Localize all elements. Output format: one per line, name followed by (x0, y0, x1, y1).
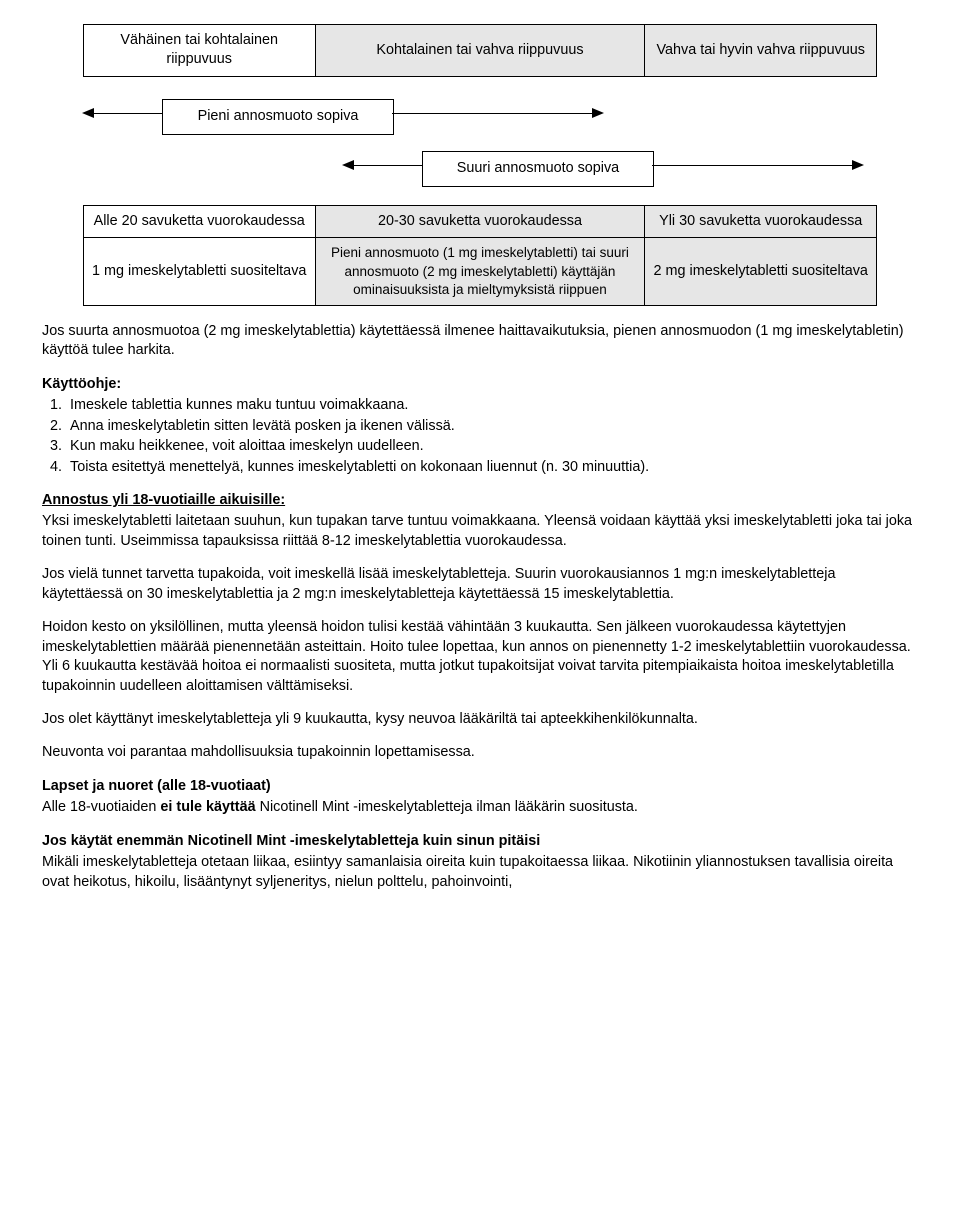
adults-p2: Jos vielä tunnet tarvetta tupakoida, voi… (42, 565, 918, 604)
children-text-post: Nicotinell Mint -imeskelytabletteja ilma… (256, 799, 638, 815)
spacer (877, 25, 918, 77)
spacer (42, 205, 83, 237)
dose-arrows-canvas: Pieni annosmuoto sopiva Suuri annosmuoto… (42, 81, 918, 201)
children-heading: Lapset ja nuoret (alle 18-vuotiaat) (42, 777, 918, 796)
children-text-pre: Alle 18-vuotiaiden (42, 799, 160, 815)
children-paragraph: Alle 18-vuotiaiden ei tule käyttää Nicot… (42, 798, 918, 817)
list-item: Toista esitettyä menettelyä, kunnes imes… (66, 458, 918, 477)
list-item: Imeskele tablettia kunnes maku tuntuu vo… (66, 396, 918, 415)
adults-p1: Yksi imeskelytabletti laitetaan suuhun, … (42, 512, 918, 551)
overdose-paragraph: Mikäli imeskelytabletteja otetaan liikaa… (42, 853, 918, 892)
arrow-head-left-icon (342, 160, 354, 170)
adults-p5: Neuvonta voi parantaa mahdollisuuksia tu… (42, 743, 918, 762)
dose-recommendation-table: Alle 20 savuketta vuorokaudessa 20-30 sa… (42, 205, 918, 306)
arrow-head-left-icon (82, 108, 94, 118)
spacer (877, 238, 918, 306)
usage-instructions-list: Imeskele tablettia kunnes maku tuntuu vo… (66, 396, 918, 477)
arrow-head-right-icon (592, 108, 604, 118)
children-text-bold: ei tule käyttää (160, 799, 255, 815)
arrow-line (392, 113, 592, 114)
arrow-line (94, 113, 162, 114)
overdose-heading: Jos käytät enemmän Nicotinell Mint -imes… (42, 832, 918, 851)
adults-heading: Annostus yli 18-vuotiaille aikuisille: (42, 492, 285, 508)
row2-a: 1 mg imeskelytabletti suositeltava (83, 238, 315, 306)
row1-a: Alle 20 savuketta vuorokaudessa (83, 205, 315, 237)
row1-c: Yli 30 savuketta vuorokaudessa (645, 205, 877, 237)
box-large-dose: Suuri annosmuoto sopiva (422, 151, 654, 187)
list-item: Kun maku heikkenee, voit aloittaa imeske… (66, 437, 918, 456)
row1-b: 20-30 savuketta vuorokaudessa (315, 205, 645, 237)
dependency-header-table: Vähäinen tai kohtalainen riippuvuus Koht… (42, 24, 918, 77)
box-small-dose: Pieni annosmuoto sopiva (162, 99, 394, 135)
paragraph-after-table: Jos suurta annosmuotoa (2 mg imeskelytab… (42, 322, 918, 361)
spacer (42, 238, 83, 306)
adults-p3: Hoidon kesto on yksilöllinen, mutta ylee… (42, 618, 918, 696)
arrow-head-right-icon (852, 160, 864, 170)
header-col-b: Kohtalainen tai vahva riippuvuus (315, 25, 645, 77)
arrow-line (354, 165, 422, 166)
header-col-c: Vahva tai hyvin vahva riippuvuus (645, 25, 877, 77)
arrow-line (652, 165, 852, 166)
header-col-a: Vähäinen tai kohtalainen riippuvuus (83, 25, 315, 77)
list-item: Anna imeskelytabletin sitten levätä posk… (66, 417, 918, 436)
usage-heading: Käyttöohje: (42, 375, 918, 394)
adults-p4: Jos olet käyttänyt imeskelytabletteja yl… (42, 710, 918, 729)
spacer (877, 205, 918, 237)
row2-b: Pieni annosmuoto (1 mg imeskelytabletti)… (315, 238, 645, 306)
spacer (42, 25, 83, 77)
row2-c: 2 mg imeskelytabletti suositeltava (645, 238, 877, 306)
